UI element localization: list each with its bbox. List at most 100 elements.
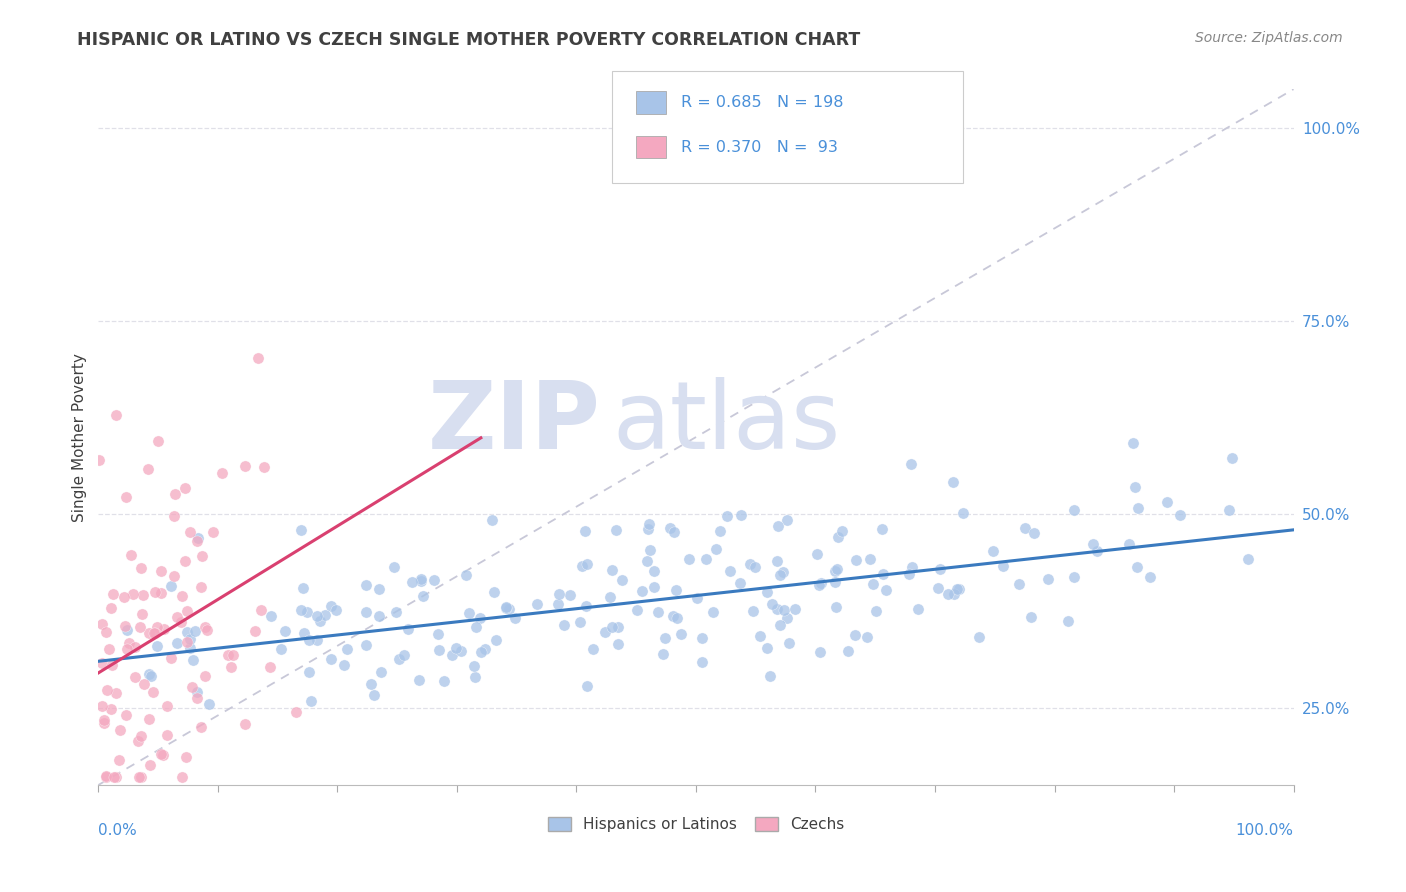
Point bbox=[139, 758, 162, 772]
Point bbox=[298, 665, 321, 679]
Point bbox=[718, 564, 741, 578]
Point bbox=[690, 631, 713, 645]
Point bbox=[179, 640, 201, 655]
Point bbox=[354, 605, 377, 619]
Point bbox=[101, 587, 124, 601]
Point bbox=[409, 572, 432, 586]
Point bbox=[651, 647, 673, 661]
Point bbox=[174, 749, 197, 764]
Point bbox=[305, 632, 328, 647]
Point bbox=[495, 601, 517, 615]
Point bbox=[1122, 436, 1144, 450]
Point bbox=[664, 525, 686, 540]
Point bbox=[481, 513, 503, 527]
Point bbox=[142, 685, 165, 699]
Text: 100.0%: 100.0% bbox=[1236, 823, 1294, 838]
Point bbox=[93, 713, 115, 727]
Point bbox=[356, 638, 378, 652]
Point bbox=[105, 770, 128, 784]
Point bbox=[325, 603, 347, 617]
Point bbox=[768, 519, 790, 533]
Point bbox=[662, 609, 685, 624]
Point bbox=[127, 733, 149, 747]
Point bbox=[898, 566, 921, 581]
Point bbox=[981, 543, 1004, 558]
Point bbox=[174, 554, 197, 568]
Point bbox=[211, 467, 233, 481]
Point bbox=[862, 577, 884, 591]
Point bbox=[187, 532, 209, 546]
Point bbox=[138, 625, 160, 640]
Point bbox=[173, 481, 195, 495]
Point bbox=[1057, 614, 1080, 628]
Point bbox=[692, 655, 714, 669]
Point bbox=[172, 589, 194, 603]
Point bbox=[170, 615, 193, 630]
Point bbox=[368, 609, 391, 624]
Text: atlas: atlas bbox=[613, 377, 841, 469]
Point bbox=[186, 690, 208, 705]
Point bbox=[253, 460, 276, 475]
Point bbox=[176, 604, 198, 618]
Point bbox=[153, 622, 176, 636]
Point bbox=[152, 747, 174, 762]
Point bbox=[748, 629, 770, 643]
Point bbox=[108, 723, 131, 738]
Point bbox=[783, 602, 806, 616]
Point bbox=[498, 602, 520, 616]
Point bbox=[1022, 526, 1045, 541]
Point bbox=[423, 573, 446, 587]
Point bbox=[658, 521, 681, 535]
Point bbox=[458, 607, 481, 621]
Point bbox=[273, 624, 295, 639]
Point bbox=[180, 680, 202, 694]
Point bbox=[765, 554, 787, 568]
Point bbox=[166, 609, 188, 624]
Point bbox=[146, 620, 169, 634]
Point bbox=[612, 573, 634, 587]
Point bbox=[115, 642, 138, 657]
Point bbox=[548, 587, 571, 601]
Text: Source: ZipAtlas.com: Source: ZipAtlas.com bbox=[1195, 31, 1343, 45]
Point bbox=[709, 524, 731, 539]
Point bbox=[636, 554, 658, 568]
Point bbox=[755, 640, 778, 655]
Point bbox=[143, 584, 166, 599]
Point bbox=[184, 624, 207, 638]
Point bbox=[865, 604, 887, 618]
Point bbox=[654, 632, 676, 646]
Point bbox=[155, 699, 177, 714]
Point bbox=[201, 524, 224, 539]
Legend: Hispanics or Latinos, Czechs: Hispanics or Latinos, Czechs bbox=[540, 810, 852, 840]
Point bbox=[470, 611, 492, 625]
Point bbox=[463, 659, 485, 673]
Point bbox=[870, 522, 893, 536]
Point bbox=[1125, 480, 1147, 494]
Point bbox=[124, 670, 146, 684]
Point bbox=[942, 475, 965, 489]
Point bbox=[824, 574, 846, 589]
Point bbox=[465, 620, 488, 634]
Point bbox=[456, 568, 478, 582]
Point bbox=[593, 624, 616, 639]
Point bbox=[464, 669, 486, 683]
Point bbox=[90, 617, 112, 632]
Point bbox=[547, 598, 569, 612]
Point bbox=[571, 559, 593, 574]
Point bbox=[776, 513, 799, 527]
Point bbox=[575, 599, 598, 614]
Point bbox=[295, 605, 318, 619]
Point bbox=[360, 677, 382, 691]
Point bbox=[243, 624, 266, 638]
Y-axis label: Single Mother Poverty: Single Mother Poverty bbox=[72, 352, 87, 522]
Point bbox=[96, 683, 118, 698]
Point bbox=[942, 587, 965, 601]
Point bbox=[105, 686, 128, 700]
Point bbox=[146, 434, 169, 448]
Point bbox=[290, 523, 312, 537]
Point bbox=[599, 590, 621, 604]
Point bbox=[163, 508, 186, 523]
Point bbox=[837, 644, 859, 658]
Point bbox=[96, 770, 118, 784]
Point bbox=[190, 549, 212, 564]
